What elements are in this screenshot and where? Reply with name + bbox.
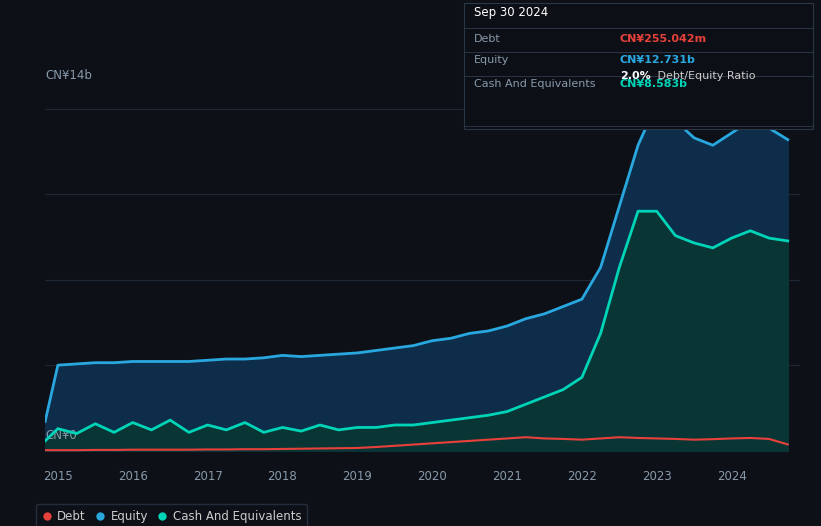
Text: Sep 30 2024: Sep 30 2024 <box>474 6 548 19</box>
Text: Debt/Equity Ratio: Debt/Equity Ratio <box>654 71 756 81</box>
Text: Equity: Equity <box>474 55 509 65</box>
Text: Debt: Debt <box>474 34 501 44</box>
Text: CN¥12.731b: CN¥12.731b <box>620 55 695 65</box>
Legend: Debt, Equity, Cash And Equivalents: Debt, Equity, Cash And Equivalents <box>36 504 307 526</box>
Text: 2.0%: 2.0% <box>620 71 650 81</box>
Text: CN¥14b: CN¥14b <box>45 68 92 82</box>
Text: Cash And Equivalents: Cash And Equivalents <box>474 79 595 89</box>
Text: CN¥255.042m: CN¥255.042m <box>620 34 707 44</box>
Text: CN¥8.583b: CN¥8.583b <box>620 79 688 89</box>
Text: CN¥0: CN¥0 <box>45 429 77 442</box>
